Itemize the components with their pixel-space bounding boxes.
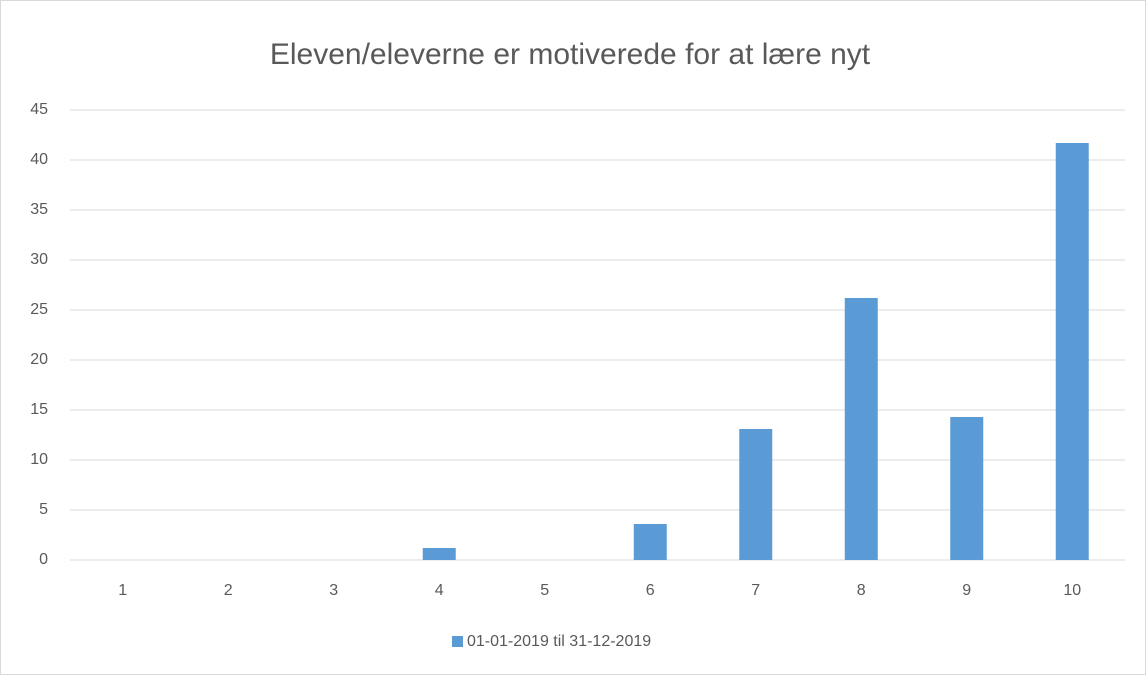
- x-tick-label: 7: [751, 582, 760, 599]
- y-tick-label: 30: [30, 251, 48, 268]
- legend-label: 01-01-2019 til 31-12-2019: [467, 633, 651, 650]
- y-tick-label: 10: [30, 451, 48, 468]
- x-tick-label: 2: [224, 582, 233, 599]
- x-tick-label: 10: [1063, 582, 1081, 599]
- x-tick-label: 4: [435, 582, 444, 599]
- y-tick-label: 35: [30, 201, 48, 218]
- bar: [950, 417, 984, 560]
- x-tick-label: 5: [540, 582, 549, 599]
- y-tick-label: 25: [30, 301, 48, 318]
- y-tick-label: 0: [39, 551, 48, 568]
- x-tick-label: 9: [962, 582, 971, 599]
- x-tick-label: 1: [118, 582, 127, 599]
- y-tick-label: 40: [30, 151, 48, 168]
- bar: [422, 548, 456, 560]
- chart-title: Eleven/eleverne er motiverede for at lær…: [270, 38, 871, 71]
- x-tick-label: 8: [857, 582, 866, 599]
- bar: [739, 429, 773, 560]
- x-tick-label: 6: [646, 582, 655, 599]
- y-tick-label: 15: [30, 401, 48, 418]
- legend-swatch: [452, 636, 463, 647]
- y-tick-label: 5: [39, 501, 48, 518]
- bar: [1055, 143, 1089, 560]
- bar: [844, 298, 878, 560]
- y-tick-label: 45: [30, 101, 48, 118]
- y-tick-label: 20: [30, 351, 48, 368]
- bar: [633, 524, 667, 560]
- x-tick-label: 3: [329, 582, 338, 599]
